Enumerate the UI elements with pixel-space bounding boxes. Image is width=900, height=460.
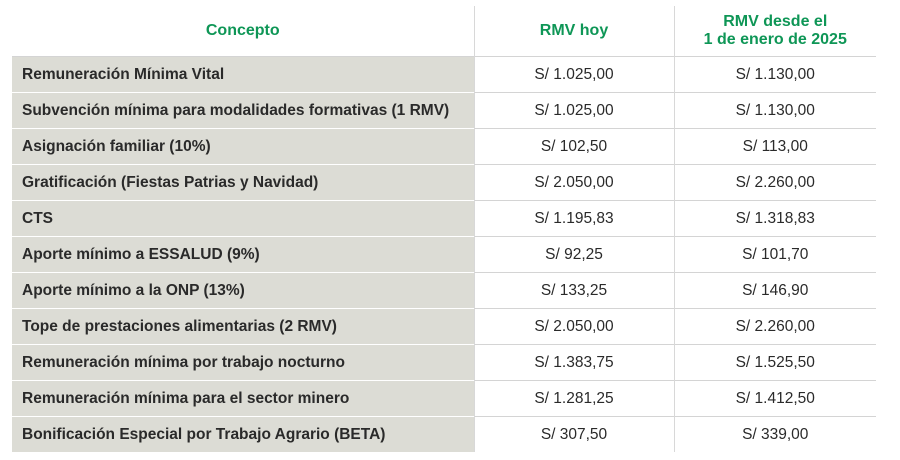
amount-cell: S/ 1.025,00 xyxy=(473,92,674,129)
concept-cell: Gratificación (Fiestas Patrias y Navidad… xyxy=(12,164,474,201)
concept-cell: Subvención mínima para modalidades forma… xyxy=(12,92,474,129)
header-line: 1 de enero de 2025 xyxy=(703,31,847,48)
concept-cell: Remuneración mínima para el sector miner… xyxy=(12,380,474,417)
amount-cell: S/ 2.050,00 xyxy=(473,164,674,201)
table-row: CTS S/ 1.195,83 S/ 1.318,83 xyxy=(12,200,876,237)
amount-cell: S/ 1.525,50 xyxy=(673,344,876,381)
data-table: Concepto RMV hoy RMV desde el 1 de enero… xyxy=(12,6,876,452)
amount-cell: S/ 1.130,00 xyxy=(673,56,876,93)
table-row: Bonificación Especial por Trabajo Agrari… xyxy=(12,416,876,452)
table-row: Remuneración Mínima Vital S/ 1.025,00 S/ 1… xyxy=(12,56,876,93)
table-row: Tope de prestaciones alimentarias (2 RMV… xyxy=(12,308,876,345)
concept-cell: Asignación familiar (10%) xyxy=(12,128,474,165)
concept-cell: CTS xyxy=(12,200,474,237)
table-row: Aporte mínimo a ESSALUD (9%) S/ 92,25 S/ 1… xyxy=(12,236,876,273)
amount-cell: S/ 92,25 xyxy=(473,236,674,273)
table-row: Aporte mínimo a la ONP (13%) S/ 133,25 S/ … xyxy=(12,272,876,309)
amount-cell: S/ 133,25 xyxy=(473,272,674,309)
table-header: Concepto RMV hoy RMV desde el 1 de enero… xyxy=(12,6,876,57)
table-row: Gratificación (Fiestas Patrias y Navidad… xyxy=(12,164,876,201)
amount-cell: S/ 1.130,00 xyxy=(673,92,876,129)
amount-cell: S/ 101,70 xyxy=(673,236,876,273)
amount-cell: S/ 1.025,00 xyxy=(473,56,674,93)
table-row: Asignación familiar (10%) S/ 102,50 S/ 113… xyxy=(12,128,876,165)
amount-cell: S/ 2.260,00 xyxy=(673,164,876,201)
header-cell: Concepto xyxy=(205,22,280,39)
table-body: Remuneración Mínima Vital S/ 1.025,00 S/ 1… xyxy=(12,56,876,452)
header-cell: RMV hoy xyxy=(473,6,674,57)
amount-cell: S/ 307,50 xyxy=(473,416,674,452)
amount-cell: S/ 2.050,00 xyxy=(473,308,674,345)
table-row: Subvención mínima para modalidades forma… xyxy=(12,92,876,129)
amount-cell: S/ 339,00 xyxy=(673,416,876,452)
amount-cell: S/ 1.318,83 xyxy=(673,200,876,237)
header-row: Concepto RMV hoy RMV desde el 1 de enero… xyxy=(12,6,876,57)
concept-cell: Bonificación Especial por Trabajo Agrari… xyxy=(12,416,474,452)
amount-cell: S/ 1.281,25 xyxy=(473,380,674,417)
amount-cell: S/ 102,50 xyxy=(473,128,674,165)
table-row: Remuneración mínima para el sector miner… xyxy=(12,380,876,417)
concept-cell: Remuneración Mínima Vital xyxy=(12,56,474,93)
amount-cell: S/ 113,00 xyxy=(673,128,876,165)
concept-cell: Remuneración mínima por trabajo nocturno xyxy=(12,344,474,381)
header-line: RMV desde el xyxy=(723,13,828,30)
concept-cell: Tope de prestaciones alimentarias (2 RMV… xyxy=(12,308,474,345)
table-row: Remuneración mínima por trabajo nocturno… xyxy=(12,344,876,381)
amount-cell: S/ 146,90 xyxy=(673,272,876,309)
amount-cell: S/ 1.383,75 xyxy=(473,344,674,381)
amount-cell: S/ 2.260,00 xyxy=(673,308,876,345)
amount-cell: S/ 1.412,50 xyxy=(673,380,876,417)
header-cell: RMV desde el 1 de enero de 2025 xyxy=(673,6,876,57)
amount-cell: S/ 1.195,83 xyxy=(473,200,674,237)
concept-cell: Aporte mínimo a ESSALUD (9%) xyxy=(12,236,474,273)
concept-cell: Aporte mínimo a la ONP (13%) xyxy=(12,272,474,309)
